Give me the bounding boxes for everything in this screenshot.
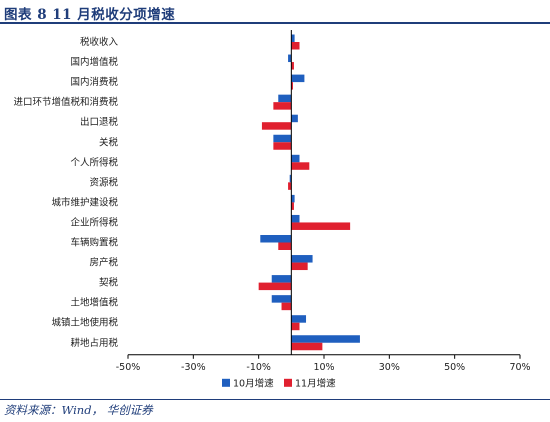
category-label: 进口环节增值税和消费税 [13,96,118,108]
bar-chart: 税收收入国内增值税国内消费税进口环节增值税和消费税出口退税关税个人所得税资源税城… [13,30,531,389]
category-label: 资源税 [89,176,118,188]
x-tick-label: 50% [444,362,465,373]
category-label: 土地增值税 [70,297,118,309]
category-label: 房产税 [89,257,118,269]
bar-series2-6 [291,162,310,170]
x-tick-label: -30% [181,362,206,373]
bar-series1-9 [291,214,300,223]
bar-series2-5 [273,142,292,150]
bar-series1-14 [291,315,307,323]
category-label: 国内消费税 [70,76,118,88]
category-label: 耕地占用税 [70,337,118,349]
category-label: 国内增值税 [70,56,118,68]
category-label: 车辆购置税 [70,237,118,249]
legend-swatch-series1 [222,378,230,387]
bar-series1-12 [271,275,292,283]
bar-series1-10 [260,235,292,243]
title-rule [0,22,550,24]
bar-series1-0 [291,34,295,42]
bar-series1-6 [291,154,300,163]
bar-series1-3 [278,94,292,103]
bar-series2-3 [273,102,292,110]
title-bar: 图表 8 11 月税收分项增速 [0,0,550,26]
bar-series1-7 [289,174,292,183]
bar-series2-4 [261,122,292,130]
legend-swatch-series2 [284,378,292,387]
bar-series1-8 [291,194,295,203]
bar-series2-9 [291,222,351,230]
bar-series2-7 [288,182,292,190]
x-tick-label: -10% [246,362,271,373]
x-tick-label: -50% [116,362,141,373]
category-label: 关税 [99,136,119,148]
x-tick-label: 10% [313,362,334,373]
bar-series2-15 [291,342,323,351]
bar-series2-0 [291,42,300,50]
category-label: 城市维护建设税 [51,196,118,208]
bar-series1-2 [291,74,305,83]
bar-series2-10 [278,242,292,250]
bar-series2-1 [291,62,294,70]
bar-series2-13 [281,302,292,311]
bar-series1-4 [291,114,298,123]
x-tick-label: 70% [509,362,530,373]
category-label: 税收收入 [80,36,119,48]
bar-series2-11 [291,262,308,271]
bar-series1-1 [288,54,292,63]
legend-label-series1: 10月增速 [233,377,274,389]
bar-series1-13 [271,295,292,303]
category-label: 个人所得税 [70,156,118,168]
legend-label-series2: 11月增速 [295,377,336,389]
bar-series2-14 [291,322,300,331]
category-label: 契税 [99,277,119,289]
chart-title: 图表 8 11 月税收分项增速 [4,7,176,23]
category-label: 企业所得税 [70,216,118,228]
bar-series2-2 [291,82,293,90]
bar-series1-15 [291,335,360,343]
source-note: 资料来源：Wind， 华创证券 [4,403,153,417]
bar-series2-12 [258,282,292,291]
category-label: 出口退税 [80,116,119,128]
bar-series2-8 [291,202,294,210]
bar-series1-5 [273,134,292,143]
category-label: 城镇土地使用税 [51,317,118,329]
bar-series1-11 [291,255,313,263]
source-rule [0,399,550,400]
x-tick-label: 30% [379,362,400,373]
